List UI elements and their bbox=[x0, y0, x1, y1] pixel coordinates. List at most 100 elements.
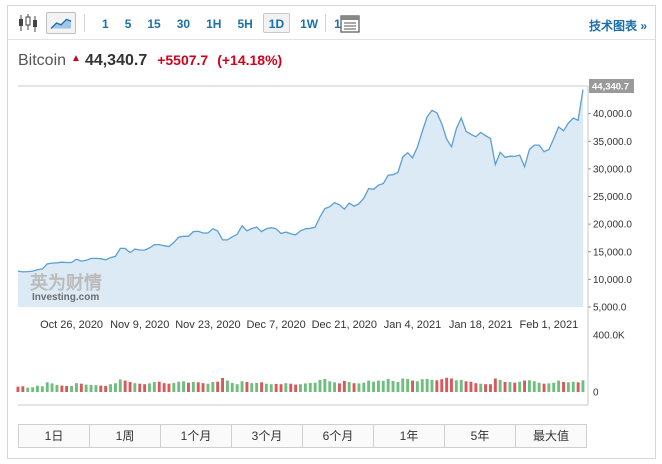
volume-bar bbox=[50, 383, 54, 392]
volume-bar bbox=[250, 383, 254, 392]
toolbar-divider bbox=[84, 14, 85, 32]
volume-bar bbox=[425, 378, 429, 392]
volume-bar bbox=[114, 383, 117, 392]
volume-bar bbox=[152, 382, 156, 392]
volume-bar bbox=[255, 383, 259, 392]
volume-bar bbox=[367, 380, 371, 392]
volume-bar bbox=[16, 386, 20, 392]
volume-bar bbox=[201, 383, 205, 392]
volume-tick-label: 400.0K bbox=[593, 331, 625, 342]
volume-bar bbox=[484, 384, 487, 392]
volume-bar bbox=[528, 380, 531, 392]
volume-bar bbox=[118, 379, 122, 392]
volume-bar bbox=[104, 385, 108, 392]
volume-bar bbox=[128, 382, 132, 392]
x-tick-label: Nov 23, 2020 bbox=[175, 319, 240, 331]
volume-bar bbox=[289, 383, 293, 392]
volume-bar bbox=[308, 383, 312, 392]
volume-bar bbox=[435, 380, 439, 392]
technical-chart-link[interactable]: 技术图表 » bbox=[588, 19, 647, 33]
volume-bar bbox=[284, 383, 288, 392]
volume-bar bbox=[411, 380, 414, 392]
volume-bar bbox=[338, 383, 341, 392]
volume-bar bbox=[235, 384, 239, 392]
volume-bar bbox=[513, 382, 517, 392]
range-button[interactable]: 6个月 bbox=[303, 425, 374, 447]
volume-bar bbox=[21, 386, 25, 392]
volume-bar bbox=[75, 383, 78, 392]
range-button[interactable]: 1个月 bbox=[161, 425, 232, 447]
volume-bar bbox=[216, 381, 220, 392]
volume-bar bbox=[420, 379, 424, 392]
range-button[interactable]: 1年 bbox=[374, 425, 445, 447]
volume-bar bbox=[450, 378, 453, 392]
last-price: 44,340.7 bbox=[84, 52, 148, 69]
volume-bar bbox=[279, 384, 283, 392]
volume-bar bbox=[566, 382, 570, 392]
volume-bar bbox=[109, 384, 112, 392]
volume-bar bbox=[542, 383, 546, 392]
interval-5[interactable]: 5 bbox=[124, 17, 132, 31]
volume-bar bbox=[196, 382, 200, 392]
table-view-icon[interactable] bbox=[339, 13, 361, 35]
y-tick-label: 25,000.0 bbox=[593, 192, 632, 203]
volume-bar bbox=[182, 381, 185, 392]
volume-bar bbox=[187, 382, 190, 392]
interval-1h[interactable]: 1H bbox=[206, 17, 222, 31]
volume-bar bbox=[576, 382, 580, 392]
volume-bar bbox=[294, 384, 298, 392]
interval-5h[interactable]: 5H bbox=[237, 17, 253, 31]
volume-bar bbox=[357, 383, 361, 392]
volume-bar bbox=[503, 382, 507, 392]
y-tick-label: 35,000.0 bbox=[593, 137, 632, 148]
volume-bar bbox=[230, 383, 234, 392]
price-line bbox=[17, 89, 584, 273]
volume-bar bbox=[313, 382, 317, 392]
volume-bar bbox=[55, 384, 59, 392]
range-button[interactable]: 5年 bbox=[445, 425, 516, 447]
volume-bar bbox=[65, 386, 69, 392]
interval-1[interactable]: 1 bbox=[102, 17, 109, 31]
volume-bar bbox=[552, 382, 556, 392]
volume-bar bbox=[518, 381, 522, 392]
x-tick-label: Jan 18, 2021 bbox=[449, 319, 513, 331]
volume-bar bbox=[172, 383, 176, 392]
volume-bar bbox=[557, 380, 561, 392]
volume-bar bbox=[99, 385, 103, 392]
volume-bar bbox=[454, 380, 458, 392]
volume-bar bbox=[469, 381, 473, 392]
range-button[interactable]: 1周 bbox=[90, 425, 161, 447]
volume-bar bbox=[372, 381, 375, 392]
toolbar-divider bbox=[325, 14, 326, 32]
range-button[interactable]: 最大值 bbox=[516, 425, 586, 447]
interval-1w[interactable]: 1W bbox=[300, 17, 319, 31]
volume-bar bbox=[459, 379, 463, 392]
volume-tick-label: 0 bbox=[593, 388, 599, 399]
volume-bar bbox=[571, 381, 575, 392]
volume-bar bbox=[133, 383, 137, 392]
volume-bar bbox=[148, 383, 151, 392]
interval-15[interactable]: 15 bbox=[147, 17, 161, 31]
volume-bar bbox=[206, 383, 210, 392]
x-tick-label: Dec 21, 2020 bbox=[312, 319, 377, 331]
last-value-box bbox=[589, 79, 634, 93]
x-tick-label: Jan 4, 2021 bbox=[384, 319, 442, 331]
interval-1d[interactable]: 1D bbox=[262, 13, 291, 33]
volume-bar bbox=[167, 383, 171, 392]
range-button[interactable]: 1日 bbox=[19, 425, 90, 447]
volume-bar bbox=[562, 382, 565, 392]
volume-bar bbox=[45, 382, 49, 392]
watermark-subtext: Investing.com bbox=[32, 292, 99, 303]
volume-bar bbox=[31, 387, 35, 392]
x-tick-label: Feb 1, 2021 bbox=[520, 319, 579, 331]
area-chart-icon[interactable] bbox=[46, 12, 76, 34]
instrument-name: Bitcoin bbox=[18, 52, 67, 69]
volume-bar bbox=[143, 384, 147, 392]
range-button[interactable]: 3个月 bbox=[232, 425, 303, 447]
interval-30[interactable]: 30 bbox=[176, 17, 191, 31]
volume-bar bbox=[430, 379, 434, 392]
x-tick-label: Dec 7, 2020 bbox=[246, 319, 305, 331]
candlestick-icon[interactable] bbox=[16, 12, 40, 34]
volume-bar bbox=[401, 378, 405, 392]
